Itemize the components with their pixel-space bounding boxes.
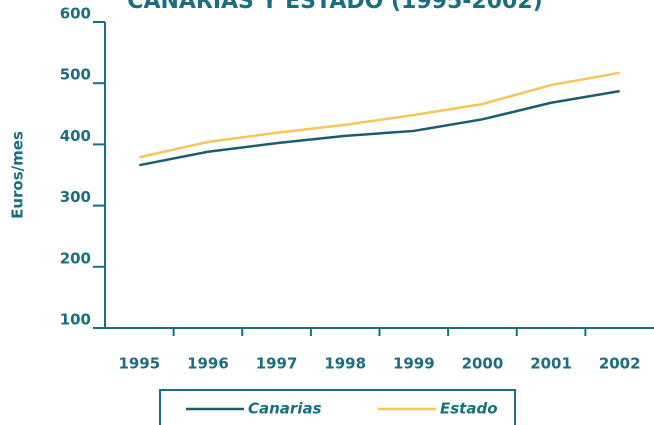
y-tick-label: 300 xyxy=(60,188,91,206)
x-tick-label: 1997 xyxy=(256,355,298,373)
legend-label: Canarias xyxy=(248,400,322,418)
line xyxy=(139,71,620,159)
x-tick-label: 1999 xyxy=(393,355,435,373)
x-tick-label: 1996 xyxy=(187,355,229,373)
legend-box xyxy=(159,389,516,425)
y-tick-label: 500 xyxy=(60,66,91,84)
x-tick-label: 1998 xyxy=(324,355,366,373)
x-tick-label: 2001 xyxy=(530,355,572,373)
y-tick-label: 400 xyxy=(60,127,91,145)
chart-title: CANARIAS Y ESTADO (1995-2002) xyxy=(127,0,542,14)
line xyxy=(139,89,620,167)
y-axis-label: Euros/mes xyxy=(9,131,27,219)
y-tick-label: 200 xyxy=(60,249,91,267)
y-tick-label: 600 xyxy=(60,5,91,23)
x-tick-label: 1995 xyxy=(118,355,160,373)
x-tick-label: 2000 xyxy=(462,355,504,373)
x-tick-label: 2002 xyxy=(599,355,641,373)
legend-label: Estado xyxy=(440,400,498,418)
y-tick-label: 100 xyxy=(60,311,91,329)
